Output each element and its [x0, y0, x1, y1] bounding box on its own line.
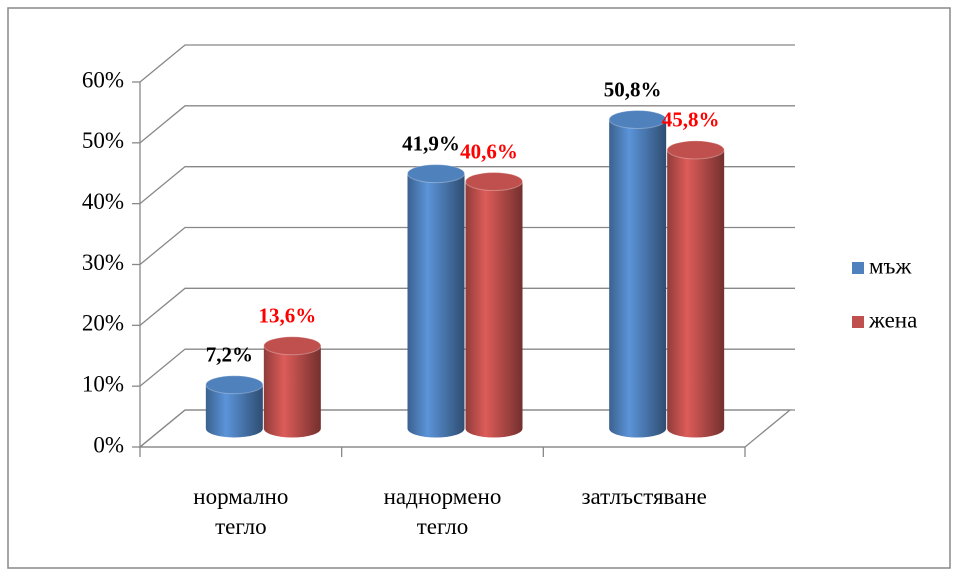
- y-tick-label: 50%: [82, 128, 124, 153]
- y-tick-label: 20%: [82, 311, 124, 336]
- data-label: 40,6%: [460, 139, 518, 163]
- x-tick-label: нормално тегло: [193, 484, 289, 539]
- grid-line: [139, 44, 795, 83]
- legend-swatch: [852, 262, 864, 274]
- grid-line: [139, 166, 795, 205]
- bar: [465, 181, 523, 438]
- bar: [609, 119, 667, 438]
- x-tick-label: затлъстяване: [581, 484, 707, 509]
- grid-line: [139, 226, 795, 266]
- data-label: 45,8%: [662, 108, 720, 132]
- bar-top: [263, 336, 322, 356]
- grid-line: [139, 105, 795, 144]
- data-label: 13,6%: [258, 304, 316, 328]
- bar: [263, 345, 321, 438]
- data-label: 41,9%: [402, 131, 460, 155]
- data-label: 7,2%: [206, 343, 253, 367]
- legend-swatch: [852, 316, 864, 328]
- grid-line: [139, 348, 795, 387]
- y-tick-label: 10%: [82, 371, 124, 396]
- bar-top: [465, 172, 523, 192]
- bar: [667, 149, 725, 438]
- x-tick-label: наднормено тегло: [383, 484, 502, 539]
- y-tick-label: 40%: [82, 189, 124, 214]
- y-tick-label: 60%: [82, 67, 124, 92]
- bar: [407, 173, 465, 438]
- legend-label: мъж: [869, 253, 911, 278]
- bar-top: [407, 164, 465, 184]
- y-tick-label: 0%: [93, 432, 124, 457]
- bar-top: [608, 109, 667, 129]
- y-tick-label: 30%: [82, 250, 124, 275]
- bar-top: [205, 375, 264, 395]
- data-label: 50,8%: [604, 77, 662, 101]
- bar-top: [666, 140, 725, 160]
- grid-line: [139, 409, 795, 448]
- legend-label: жена: [868, 307, 917, 332]
- grid-line: [139, 287, 795, 326]
- bar: [205, 384, 263, 438]
